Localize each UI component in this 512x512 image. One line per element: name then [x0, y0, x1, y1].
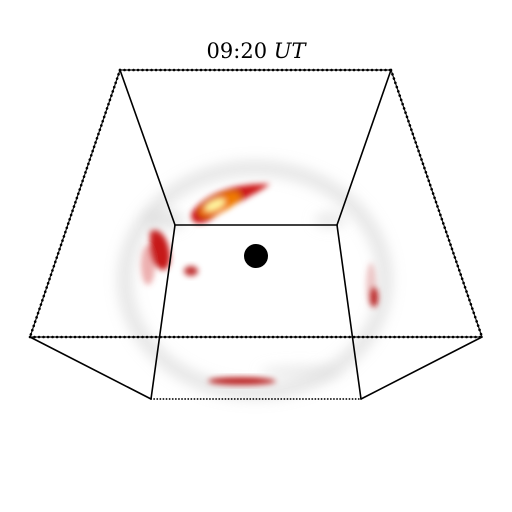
- edge-inner-left: [150, 224, 176, 400]
- box-edges: [28, 68, 484, 400]
- central-body: [244, 244, 268, 268]
- emission-patches: [141, 183, 378, 385]
- emission-patch-bottom: [208, 377, 276, 385]
- emission-patch-right: [366, 263, 378, 307]
- edge-bottom-right: [360, 336, 483, 400]
- emission-patch-left: [141, 229, 171, 285]
- edge-bottom-left: [29, 336, 152, 400]
- emission-patch-small: [184, 266, 198, 276]
- title-unit: UT: [274, 39, 308, 63]
- box-edges-solid: [29, 69, 483, 400]
- title: 09:20 UT: [207, 39, 308, 63]
- edge-left-inner: [119, 69, 176, 226]
- emission-patch-bright: [191, 183, 270, 224]
- emission-wisps: [145, 210, 346, 379]
- edge-inner-right: [336, 224, 362, 400]
- title-time: 09:20: [207, 39, 268, 63]
- edge-right-inner: [336, 69, 392, 226]
- emission-halo: [117, 160, 393, 400]
- box-edges-dotted: [28, 68, 484, 339]
